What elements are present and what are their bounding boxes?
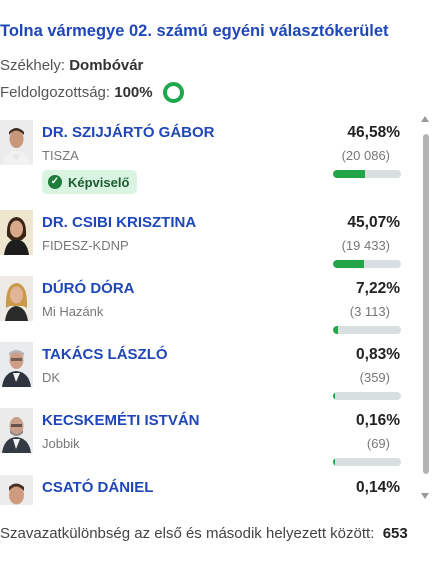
candidate-name[interactable]: CSATÓ DÁNIEL [42,479,154,496]
candidate-votes: (19 433) [341,238,390,253]
candidate-list[interactable]: DR. SZIJJÁRTÓ GÁBOR TISZA 46,58% (20 086… [0,112,445,505]
candidate-photo [0,475,33,505]
district-title: Tolna vármegye 02. számú egyéni választó… [0,22,389,40]
vote-share-fill [333,392,336,400]
candidate-party: Jobbik [42,436,80,451]
candidate-party: TISZA [42,148,79,163]
candidate-name[interactable]: DR. SZIJJÁRTÓ GÁBOR [42,124,215,141]
candidate-votes: (359) [359,370,390,385]
candidate-percent: 46,58% [347,124,400,141]
candidate-photo [0,408,33,453]
candidate-party: FIDESZ-KDNP [42,238,129,253]
candidate-photo [0,210,33,255]
candidate-photo [0,342,33,387]
candidate-votes: (20 086) [341,148,390,163]
candidate-photo [0,120,33,165]
processed-value: 100% [114,84,153,101]
seat-info: Székhely: Dombóvár [0,57,143,74]
processed-label: Feldolgozottság: [0,84,111,101]
candidate-name[interactable]: TAKÁCS LÁSZLÓ [42,346,168,363]
vote-share-bar [333,260,401,268]
scroll-down-arrow-icon[interactable] [421,493,429,499]
candidate-percent: 0,83% [356,346,400,363]
candidate-percent: 45,07% [347,214,400,231]
vote-share-fill [333,326,338,334]
candidate-votes: (69) [366,436,390,451]
check-icon: ✓ [48,175,62,189]
seat-label: Székhely: [0,57,66,74]
candidate-photo [0,276,33,321]
scrollbar-thumb[interactable] [423,134,429,474]
vote-difference-text: Szavazatkülönbség az első és második hel… [0,525,375,542]
candidate-name[interactable]: DÚRÓ DÓRA [42,280,135,297]
candidate-party: Mi Hazánk [42,304,104,319]
candidate-votes: (3 113) [349,304,390,319]
vote-share-fill [333,458,336,466]
scroll-up-arrow-icon[interactable] [421,116,429,122]
vote-difference-note: Szavazatkülönbség az első és második hel… [0,522,440,545]
vote-share-bar [333,326,401,334]
representative-badge: ✓ Képviselő [42,170,138,194]
vote-difference-value: 653 [382,525,408,542]
vote-share-bar [333,392,401,400]
seat-value: Dombóvár [69,57,144,74]
processing-info: Feldolgozottság: 100% [0,82,184,103]
candidate-percent: 7,22% [356,280,400,297]
candidate-percent: 0,16% [356,412,400,429]
vote-share-bar [333,458,401,466]
vote-share-bar [333,170,401,178]
vote-share-fill [333,260,364,268]
badge-label: Képviselő [68,174,130,190]
status-ring-icon [162,82,184,103]
candidate-party: DK [42,370,61,385]
candidate-name[interactable]: DR. CSIBI KRISZTINA [42,214,197,231]
candidate-percent: 0,14% [356,479,400,496]
candidate-name[interactable]: KECSKEMÉTI ISTVÁN [42,412,200,429]
vote-share-fill [333,170,365,178]
